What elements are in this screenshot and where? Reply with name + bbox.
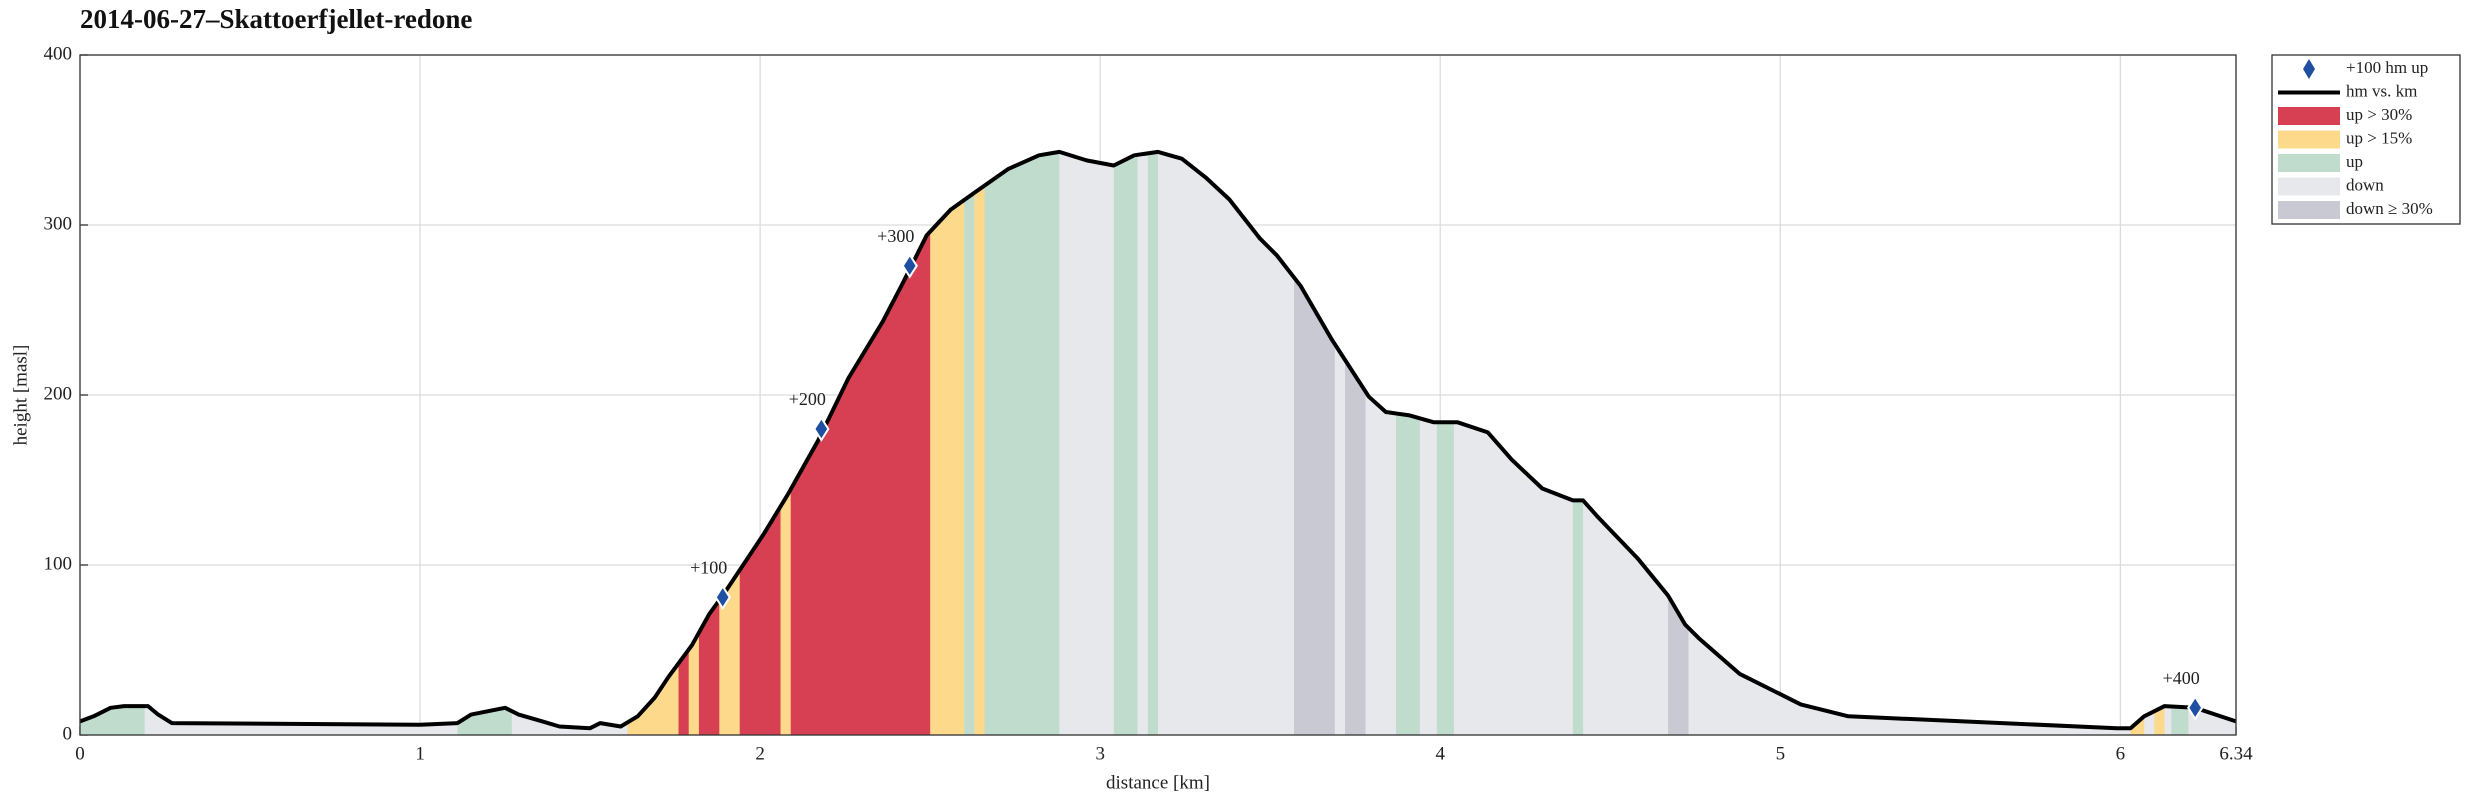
marker [901,252,918,279]
band [1113,151,1139,735]
y-tick-label: 0 [63,723,73,744]
x-tick-label: 2 [755,743,765,764]
band [1059,151,1115,735]
x-tick-label: 5 [1776,743,1786,764]
profile-line [79,149,2237,731]
x-tick-label: 3 [1095,743,1105,764]
band [964,151,975,735]
y-tick-label: 400 [44,43,73,64]
legend-label: up > 15% [2346,128,2412,147]
axes-box [79,54,2237,736]
band [1294,151,1336,735]
marker [813,416,830,442]
band [1147,151,1159,735]
band [1334,151,1346,735]
band [984,151,1060,735]
marker-label: +100 [690,557,727,577]
x-tick-label: 1 [415,743,425,764]
legend-swatch [2278,107,2340,125]
y-tick-label: 300 [44,213,73,234]
band [930,151,965,735]
legend-marker [2303,59,2315,79]
x-tick-label: 0 [75,743,85,764]
marker-label: +300 [877,226,914,246]
legend-label: down ≥ 30% [2346,199,2433,218]
x-tick-label: 4 [1436,743,1446,764]
x-tick-label: 6.34 [2219,743,2253,764]
legend-swatch [2278,130,2340,149]
marker-label: +400 [2163,668,2200,688]
y-tick-label: 100 [44,553,73,574]
legend-label: up > 30% [2346,105,2412,124]
y-tick-label: 200 [44,383,73,404]
y-axis-label: height [masl] [10,345,31,446]
band [1137,151,1149,735]
chart-title: 2014-06-27–Skattoerfjellet-redone [80,4,472,34]
legend-label: up [2346,152,2363,171]
band [1345,151,1366,735]
band [974,151,986,735]
legend-label: down [2346,175,2384,194]
marker [2187,694,2204,721]
x-axis-label: distance [km] [1106,772,1210,793]
legend-swatch [2278,154,2340,172]
marker-label: +200 [789,389,826,409]
marker [714,584,731,611]
legend-label: +100 hm up [2346,58,2428,77]
legend-label: hm vs. km [2346,81,2417,100]
x-tick-label: 6 [2116,743,2126,764]
legend-swatch [2278,201,2340,219]
legend-swatch [2278,177,2340,196]
